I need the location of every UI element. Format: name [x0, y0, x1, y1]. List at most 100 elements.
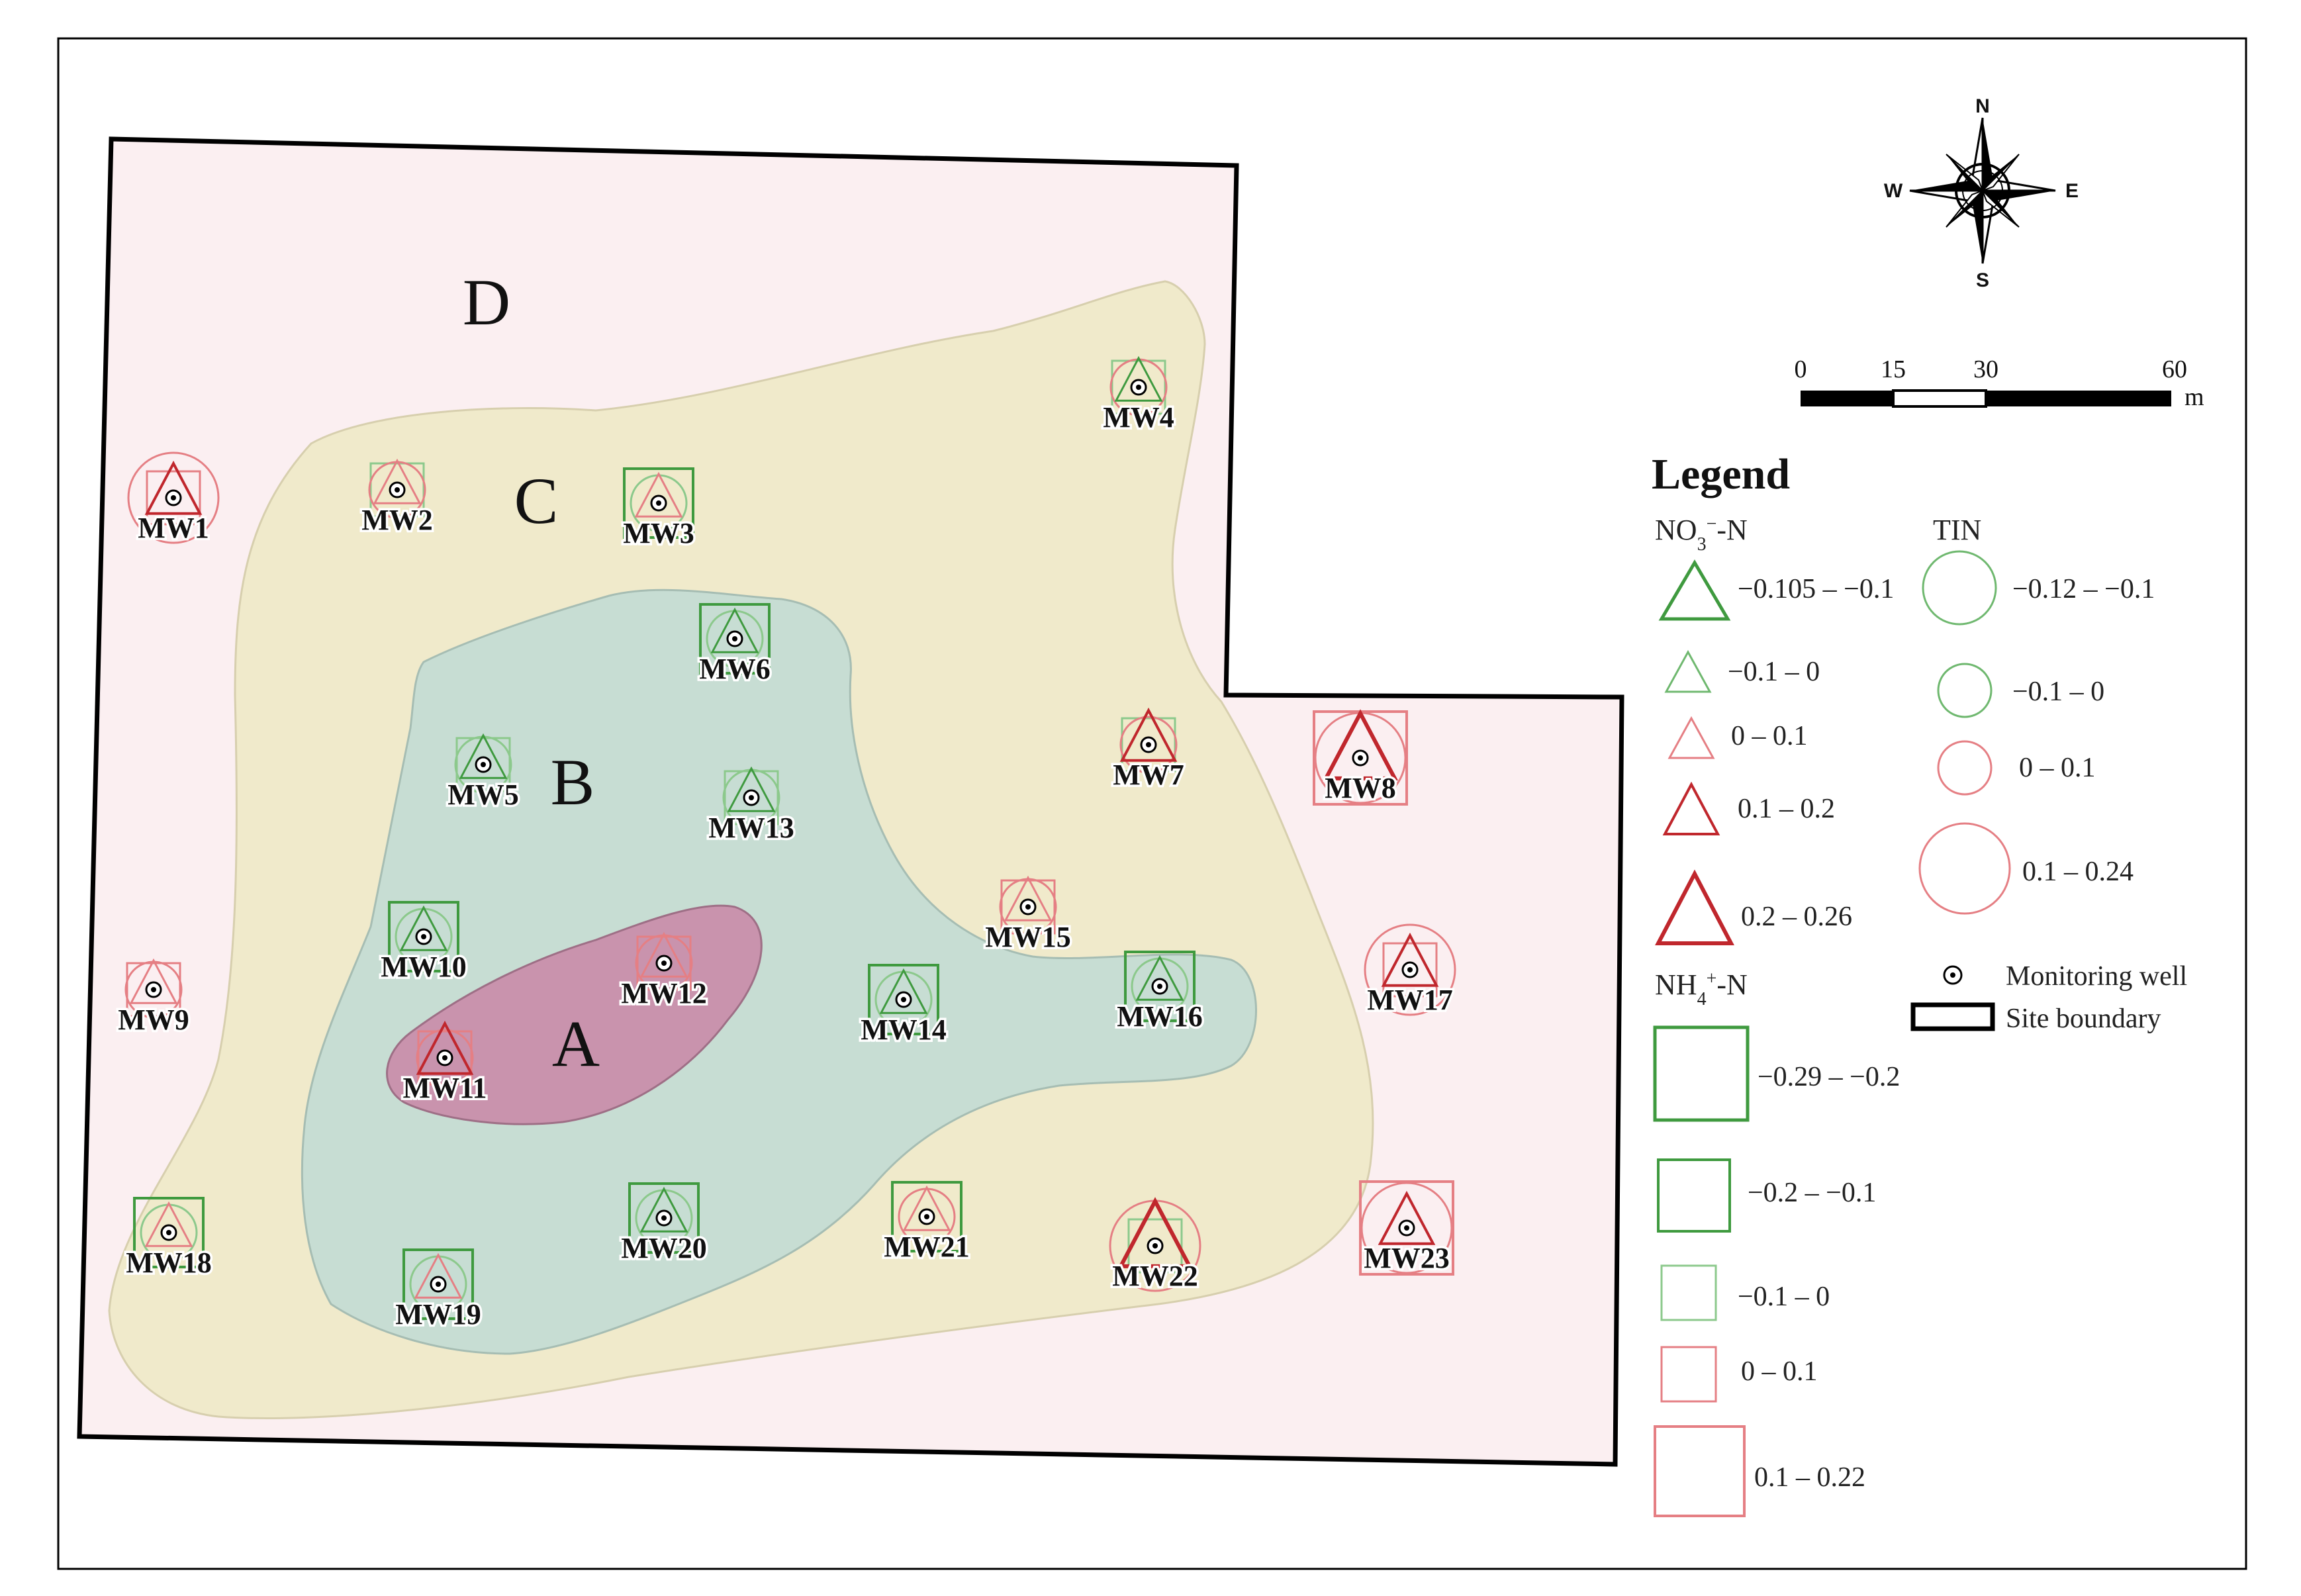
well-mw8: MW8: [1313, 709, 1408, 807]
well-nh4-square: [146, 470, 201, 526]
well-no3-triangle: [1378, 1190, 1436, 1245]
monitoring-well-icon: [145, 981, 162, 998]
well-label: MW9: [118, 1004, 189, 1036]
well-mw19: MW19: [393, 1248, 483, 1333]
monitoring-well-icon: [430, 1276, 447, 1293]
well-label: MW22: [1112, 1260, 1198, 1292]
zone-label-b: B: [551, 745, 595, 819]
well-no3-triangle: [902, 1185, 951, 1231]
well-nh4-square: [628, 1182, 700, 1254]
well-mw4: MW4: [1101, 355, 1176, 436]
well-no3-triangle: [710, 607, 759, 653]
monitoring-well-icon: [1401, 961, 1419, 978]
legend-nh4-label-5: 0.1 – 0.22: [1754, 1462, 1865, 1493]
well-tin-circle: [127, 451, 220, 544]
well-mw22: MW22: [1109, 1197, 1201, 1295]
well-no3-triangle: [1004, 875, 1053, 921]
monitoring-well-icon: [475, 756, 492, 773]
well-label: MW1: [138, 512, 209, 544]
well-no3-triangle: [1135, 955, 1184, 1001]
well-tin-circle: [416, 1029, 474, 1087]
legend-no3-symbol-5: [1655, 869, 1734, 945]
well-mw11: MW11: [400, 1020, 489, 1107]
legend-no3-symbol-1: [1658, 559, 1731, 621]
legend-no3-symbol-2: [1664, 649, 1712, 693]
compass-east-label: E: [2065, 180, 2079, 202]
well-no3-triangle: [399, 905, 448, 951]
well-tin-circle: [1364, 923, 1456, 1016]
well-mw2: MW2: [359, 458, 435, 539]
well-mw10: MW10: [379, 901, 469, 986]
legend-no3-symbol-3: [1667, 716, 1715, 759]
legend-tin-symbol-2: [1937, 663, 1993, 718]
legend-nh4-heading: NH4+-N: [1655, 968, 1748, 1009]
legend-tin-label-3: 0 – 0.1: [2019, 753, 2096, 783]
well-nh4-square: [623, 467, 694, 539]
well-nh4-square: [388, 901, 459, 972]
well-mw20: MW20: [619, 1182, 709, 1267]
well-nh4-square: [369, 462, 425, 518]
legend-site-boundary-symbol: [1910, 1002, 1995, 1031]
well-label: MW23: [1364, 1242, 1450, 1274]
legend-monitoring-well-icon: [1943, 965, 1963, 985]
well-no3-triangle: [639, 931, 688, 978]
well-tin-circle: [1119, 716, 1178, 774]
well-label: MW11: [402, 1072, 487, 1104]
legend-nh4-label-3: −0.1 – 0: [1738, 1282, 1830, 1312]
compass-west-label: W: [1884, 180, 1903, 202]
legend-no3-label-5: 0.2 – 0.26: [1741, 902, 1852, 932]
legend-no3-label-1: −0.105 – −0.1: [1738, 574, 1894, 604]
legend-nh4-label-4: 0 – 0.1: [1741, 1356, 1818, 1387]
legend-nh4-symbol-2: [1657, 1158, 1731, 1233]
well-nh4-square: [1121, 717, 1176, 773]
well-nh4-square: [868, 964, 939, 1035]
well-label: MW16: [1117, 1000, 1203, 1033]
well-label: MW6: [699, 653, 771, 685]
well-label: MW4: [1103, 401, 1174, 434]
well-nh4-square: [133, 1197, 205, 1268]
well-mw7: MW7: [1111, 707, 1186, 794]
compass-star-icon: [1909, 117, 2056, 264]
well-mw21: MW21: [882, 1181, 972, 1266]
well-label: MW14: [861, 1013, 947, 1046]
well-nh4-square: [455, 737, 511, 792]
well-label: MW3: [623, 517, 694, 549]
well-label: MW7: [1113, 759, 1184, 791]
legend-tin-symbol-1: [1922, 550, 1997, 626]
monitoring-well-icon: [655, 1209, 673, 1227]
scale-tick-60: 60: [2162, 355, 2187, 383]
monitoring-well-icon: [389, 481, 406, 498]
monitoring-well-icon: [743, 789, 760, 806]
well-nh4-square: [1127, 1218, 1183, 1274]
well-nh4-square: [1124, 951, 1196, 1022]
scale-tick-30: 30: [1973, 355, 1998, 383]
well-mw15: MW15: [983, 875, 1073, 956]
monitoring-well-icon: [895, 991, 912, 1008]
well-no3-triangle: [129, 958, 178, 1004]
legend-tin-label-1: −0.12 – −0.1: [2012, 574, 2155, 604]
legend-no3-heading: NO3−-N: [1655, 514, 1748, 555]
well-label: MW21: [884, 1231, 970, 1263]
legend-tin-label-2: −0.1 – 0: [2012, 677, 2104, 707]
well-no3-triangle: [1117, 1197, 1193, 1268]
well-label: MW18: [126, 1246, 212, 1279]
monitoring-well-icon: [1352, 749, 1369, 767]
well-mw23: MW23: [1359, 1180, 1454, 1277]
well-mw9: MW9: [116, 958, 191, 1039]
well-label: MW5: [447, 778, 519, 811]
well-mw16: MW16: [1115, 951, 1205, 1035]
legend-tin-symbol-4: [1918, 822, 2011, 915]
legend-nh4-symbol-4: [1660, 1346, 1717, 1403]
monitoring-well-icon: [165, 489, 182, 506]
well-label: MW20: [621, 1232, 707, 1264]
well-nh4-square: [1000, 879, 1056, 935]
well-no3-triangle: [1119, 707, 1178, 762]
legend-tin-symbol-3: [1937, 740, 1993, 796]
monitoring-well-icon: [160, 1224, 177, 1241]
well-mw12: MW12: [619, 931, 709, 1012]
monitoring-well-icon: [436, 1049, 453, 1066]
well-label: MW19: [395, 1298, 481, 1331]
well-mw13: MW13: [706, 766, 796, 847]
